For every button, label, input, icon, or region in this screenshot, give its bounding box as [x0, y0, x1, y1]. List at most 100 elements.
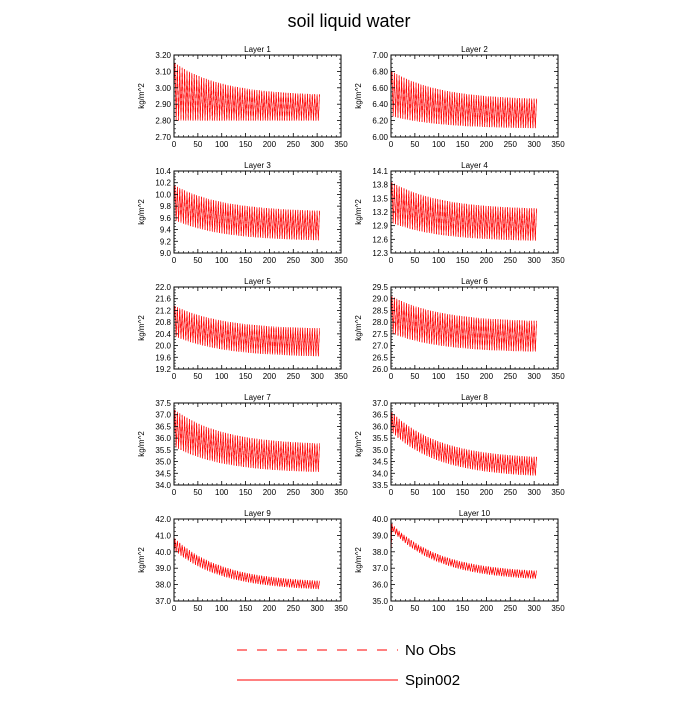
y-tick-label: 12.9 [372, 222, 388, 231]
y-tick-label: 39.0 [372, 531, 388, 540]
x-tick-label: 350 [334, 140, 348, 149]
y-axis-label: kg/m^2 [354, 431, 363, 457]
x-tick-label: 200 [263, 488, 277, 497]
x-tick-label: 250 [287, 140, 301, 149]
y-tick-label: 36.0 [372, 581, 388, 590]
series-spin002 [174, 63, 320, 121]
y-tick-label: 2.80 [155, 117, 171, 126]
x-tick-label: 300 [527, 604, 541, 613]
x-tick-label: 200 [480, 256, 494, 265]
x-tick-label: 50 [193, 604, 202, 613]
x-tick-label: 100 [215, 604, 229, 613]
x-tick-label: 0 [172, 488, 177, 497]
panel-title: Layer 5 [244, 277, 271, 286]
y-tick-label: 6.00 [372, 133, 388, 142]
x-tick-label: 0 [389, 604, 394, 613]
x-tick-label: 0 [389, 488, 394, 497]
y-axis-label: kg/m^2 [137, 83, 146, 109]
y-tick-label: 28.0 [372, 318, 388, 327]
x-tick-label: 100 [215, 256, 229, 265]
plot-area [174, 63, 320, 121]
y-tick-label: 41.0 [155, 531, 171, 540]
y-tick-label: 34.5 [372, 458, 388, 467]
panels: Layer 1 kg/m^2 0 50 100 150 200 250 300 350 2.70 2.… [137, 45, 565, 613]
y-tick-label: 19.6 [155, 353, 171, 362]
x-tick-label: 150 [239, 256, 253, 265]
x-tick-label: 250 [287, 488, 301, 497]
x-tick-label: 100 [215, 140, 229, 149]
y-tick-label: 28.5 [372, 306, 388, 315]
y-tick-label: 12.6 [372, 235, 388, 244]
x-tick-label: 350 [551, 256, 565, 265]
x-tick-label: 100 [432, 140, 446, 149]
y-tick-label: 6.20 [372, 117, 388, 126]
x-tick-label: 100 [215, 488, 229, 497]
panel-title: Layer 1 [244, 45, 271, 54]
x-tick-label: 350 [334, 604, 348, 613]
panel-layer-8: Layer 8 kg/m^2 0 50 100 150 200 250 300 350 33.5 34… [354, 393, 565, 497]
y-tick-label: 37.0 [372, 399, 388, 408]
y-tick-label: 27.5 [372, 330, 388, 339]
series-spin002 [391, 71, 537, 129]
y-tick-label: 3.10 [155, 67, 171, 76]
panel-title: Layer 2 [461, 45, 488, 54]
x-tick-label: 350 [551, 604, 565, 613]
y-tick-label: 29.0 [372, 295, 388, 304]
y-axis-label: kg/m^2 [137, 547, 146, 573]
y-tick-label: 9.8 [160, 202, 172, 211]
x-tick-label: 100 [432, 256, 446, 265]
y-tick-label: 6.80 [372, 67, 388, 76]
y-tick-label: 40.0 [155, 548, 171, 557]
panel-layer-10: Layer 10 kg/m^2 0 50 100 150 200 250 300 350 35.0 3… [354, 509, 565, 613]
panel-layer-9: Layer 9 kg/m^2 0 50 100 150 200 250 300 350 37.0 38… [137, 509, 348, 613]
y-tick-label: 6.60 [372, 84, 388, 93]
y-tick-label: 37.0 [372, 564, 388, 573]
x-tick-label: 350 [551, 488, 565, 497]
y-axis-label: kg/m^2 [354, 547, 363, 573]
x-tick-label: 250 [504, 256, 518, 265]
y-tick-label: 20.0 [155, 342, 171, 351]
x-tick-label: 300 [527, 488, 541, 497]
plot-area [174, 306, 320, 357]
x-tick-label: 300 [310, 604, 324, 613]
y-axis-label: kg/m^2 [137, 199, 146, 225]
series-spin002 [174, 410, 320, 472]
x-tick-label: 350 [334, 256, 348, 265]
y-tick-label: 26.0 [372, 365, 388, 374]
y-axis-label: kg/m^2 [354, 199, 363, 225]
panel-layer-5: Layer 5 kg/m^2 0 50 100 150 200 250 300 350 19.2 19… [137, 277, 348, 381]
x-tick-label: 0 [389, 372, 394, 381]
x-tick-label: 250 [287, 372, 301, 381]
x-tick-label: 0 [172, 372, 177, 381]
y-tick-label: 36.5 [372, 411, 388, 420]
x-tick-label: 350 [551, 372, 565, 381]
y-tick-label: 34.0 [155, 481, 171, 490]
y-tick-label: 10.0 [155, 190, 171, 199]
y-tick-label: 2.70 [155, 133, 171, 142]
x-tick-label: 200 [263, 372, 277, 381]
plot-area [391, 412, 537, 476]
y-tick-label: 3.00 [155, 84, 171, 93]
x-tick-label: 300 [527, 140, 541, 149]
panel-layer-7: Layer 7 kg/m^2 0 50 100 150 200 250 300 350 34.0 34… [137, 393, 348, 497]
x-tick-label: 0 [172, 256, 177, 265]
y-tick-label: 22.0 [155, 283, 171, 292]
y-tick-label: 35.0 [372, 597, 388, 606]
series-spin002 [391, 523, 537, 579]
x-tick-label: 150 [239, 488, 253, 497]
x-tick-label: 300 [527, 372, 541, 381]
y-tick-label: 6.40 [372, 100, 388, 109]
legend-label: Spin002 [405, 672, 460, 689]
y-tick-label: 27.0 [372, 342, 388, 351]
x-tick-label: 0 [389, 140, 394, 149]
y-tick-label: 13.8 [372, 181, 388, 190]
y-tick-label: 26.5 [372, 353, 388, 362]
y-tick-label: 7.00 [372, 51, 388, 60]
plot-frame [173, 286, 342, 370]
x-tick-label: 150 [239, 372, 253, 381]
y-tick-label: 10.2 [155, 179, 171, 188]
y-axis-label: kg/m^2 [137, 315, 146, 341]
series-spin002 [174, 538, 320, 590]
x-tick-label: 300 [310, 256, 324, 265]
plot-frame [173, 402, 342, 486]
